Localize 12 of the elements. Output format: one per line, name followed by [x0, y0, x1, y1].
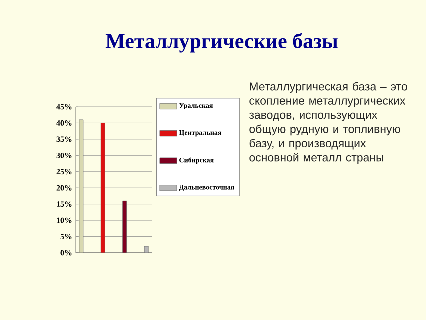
y-tick-label: 15%: [57, 202, 72, 208]
y-tick-label: 35%: [56, 136, 72, 142]
y-tick-label: 30%: [56, 152, 72, 158]
y-tick-label: 10%: [57, 218, 72, 224]
y-tick-label: 0%: [60, 250, 72, 256]
y-tick-label: 25%: [56, 169, 72, 175]
text: Металлургические базы: [106, 33, 338, 53]
y-tick-label: 40%: [56, 120, 72, 126]
text: Металлургическая база – это скопление металлургических заводов, использующих общую рудную и топливную базу, и производящих основной металл страны: [249, 82, 408, 164]
y-tick-label: 45%: [56, 104, 72, 110]
y-tick-label: 5%: [60, 234, 72, 240]
y-tick-label: 20%: [56, 185, 72, 191]
